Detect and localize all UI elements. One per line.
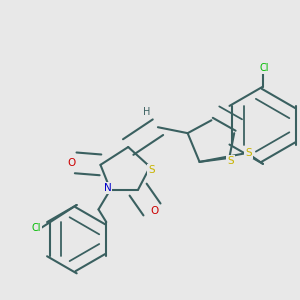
- Text: N: N: [103, 183, 111, 193]
- Text: S: S: [245, 148, 252, 158]
- Text: O: O: [67, 158, 75, 168]
- Text: Cl: Cl: [31, 223, 41, 233]
- Text: O: O: [151, 206, 159, 216]
- Text: Cl: Cl: [260, 63, 269, 74]
- Text: H: H: [143, 107, 151, 117]
- Text: S: S: [148, 165, 155, 175]
- Text: S: S: [227, 156, 234, 166]
